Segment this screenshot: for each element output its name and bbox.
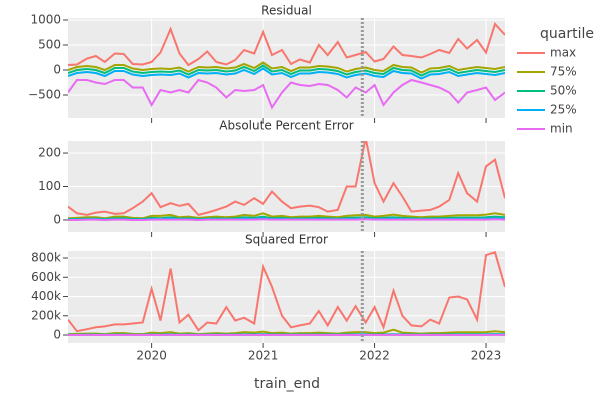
subplot-title: Absolute Percent Error xyxy=(219,119,354,133)
legend-label: 50% xyxy=(550,84,577,98)
series-line xyxy=(68,61,505,74)
y-tick-label: 0 xyxy=(53,63,61,77)
legend-title: quartile xyxy=(540,26,594,42)
series-line xyxy=(68,22,505,67)
series-line xyxy=(68,218,505,222)
series-line xyxy=(68,64,505,77)
x-tick-label: 2021 xyxy=(248,349,279,363)
y-tick-label: 400k xyxy=(31,289,61,303)
subplot-title: Residual xyxy=(261,4,312,18)
y-tick-label: 500 xyxy=(38,38,61,52)
y-tick-label: 0 xyxy=(53,212,61,226)
series-line xyxy=(68,67,505,80)
series-line xyxy=(68,251,505,333)
y-tick-label: 100 xyxy=(38,179,61,193)
legend-label: 25% xyxy=(550,103,577,117)
y-tick-label: 1000 xyxy=(30,13,61,27)
y-tick-label: 200 xyxy=(38,146,61,160)
x-tick-label: 2022 xyxy=(359,349,390,363)
subplot-title: Squared Error xyxy=(245,233,328,247)
y-tick-label: 0 xyxy=(53,328,61,342)
series-line xyxy=(68,141,505,217)
y-tick-label: −500 xyxy=(28,88,61,102)
x-axis-label: train_end xyxy=(254,376,320,392)
x-tick-label: 2020 xyxy=(136,349,167,363)
x-tick-label: 2023 xyxy=(471,349,502,363)
legend-label: 75% xyxy=(550,65,577,79)
y-tick-label: 800k xyxy=(31,251,61,265)
y-tick-label: 200k xyxy=(31,308,61,322)
legend-label: min xyxy=(550,122,573,136)
series-line xyxy=(68,78,505,110)
y-tick-label: 600k xyxy=(31,270,61,284)
legend-label: max xyxy=(550,46,576,60)
